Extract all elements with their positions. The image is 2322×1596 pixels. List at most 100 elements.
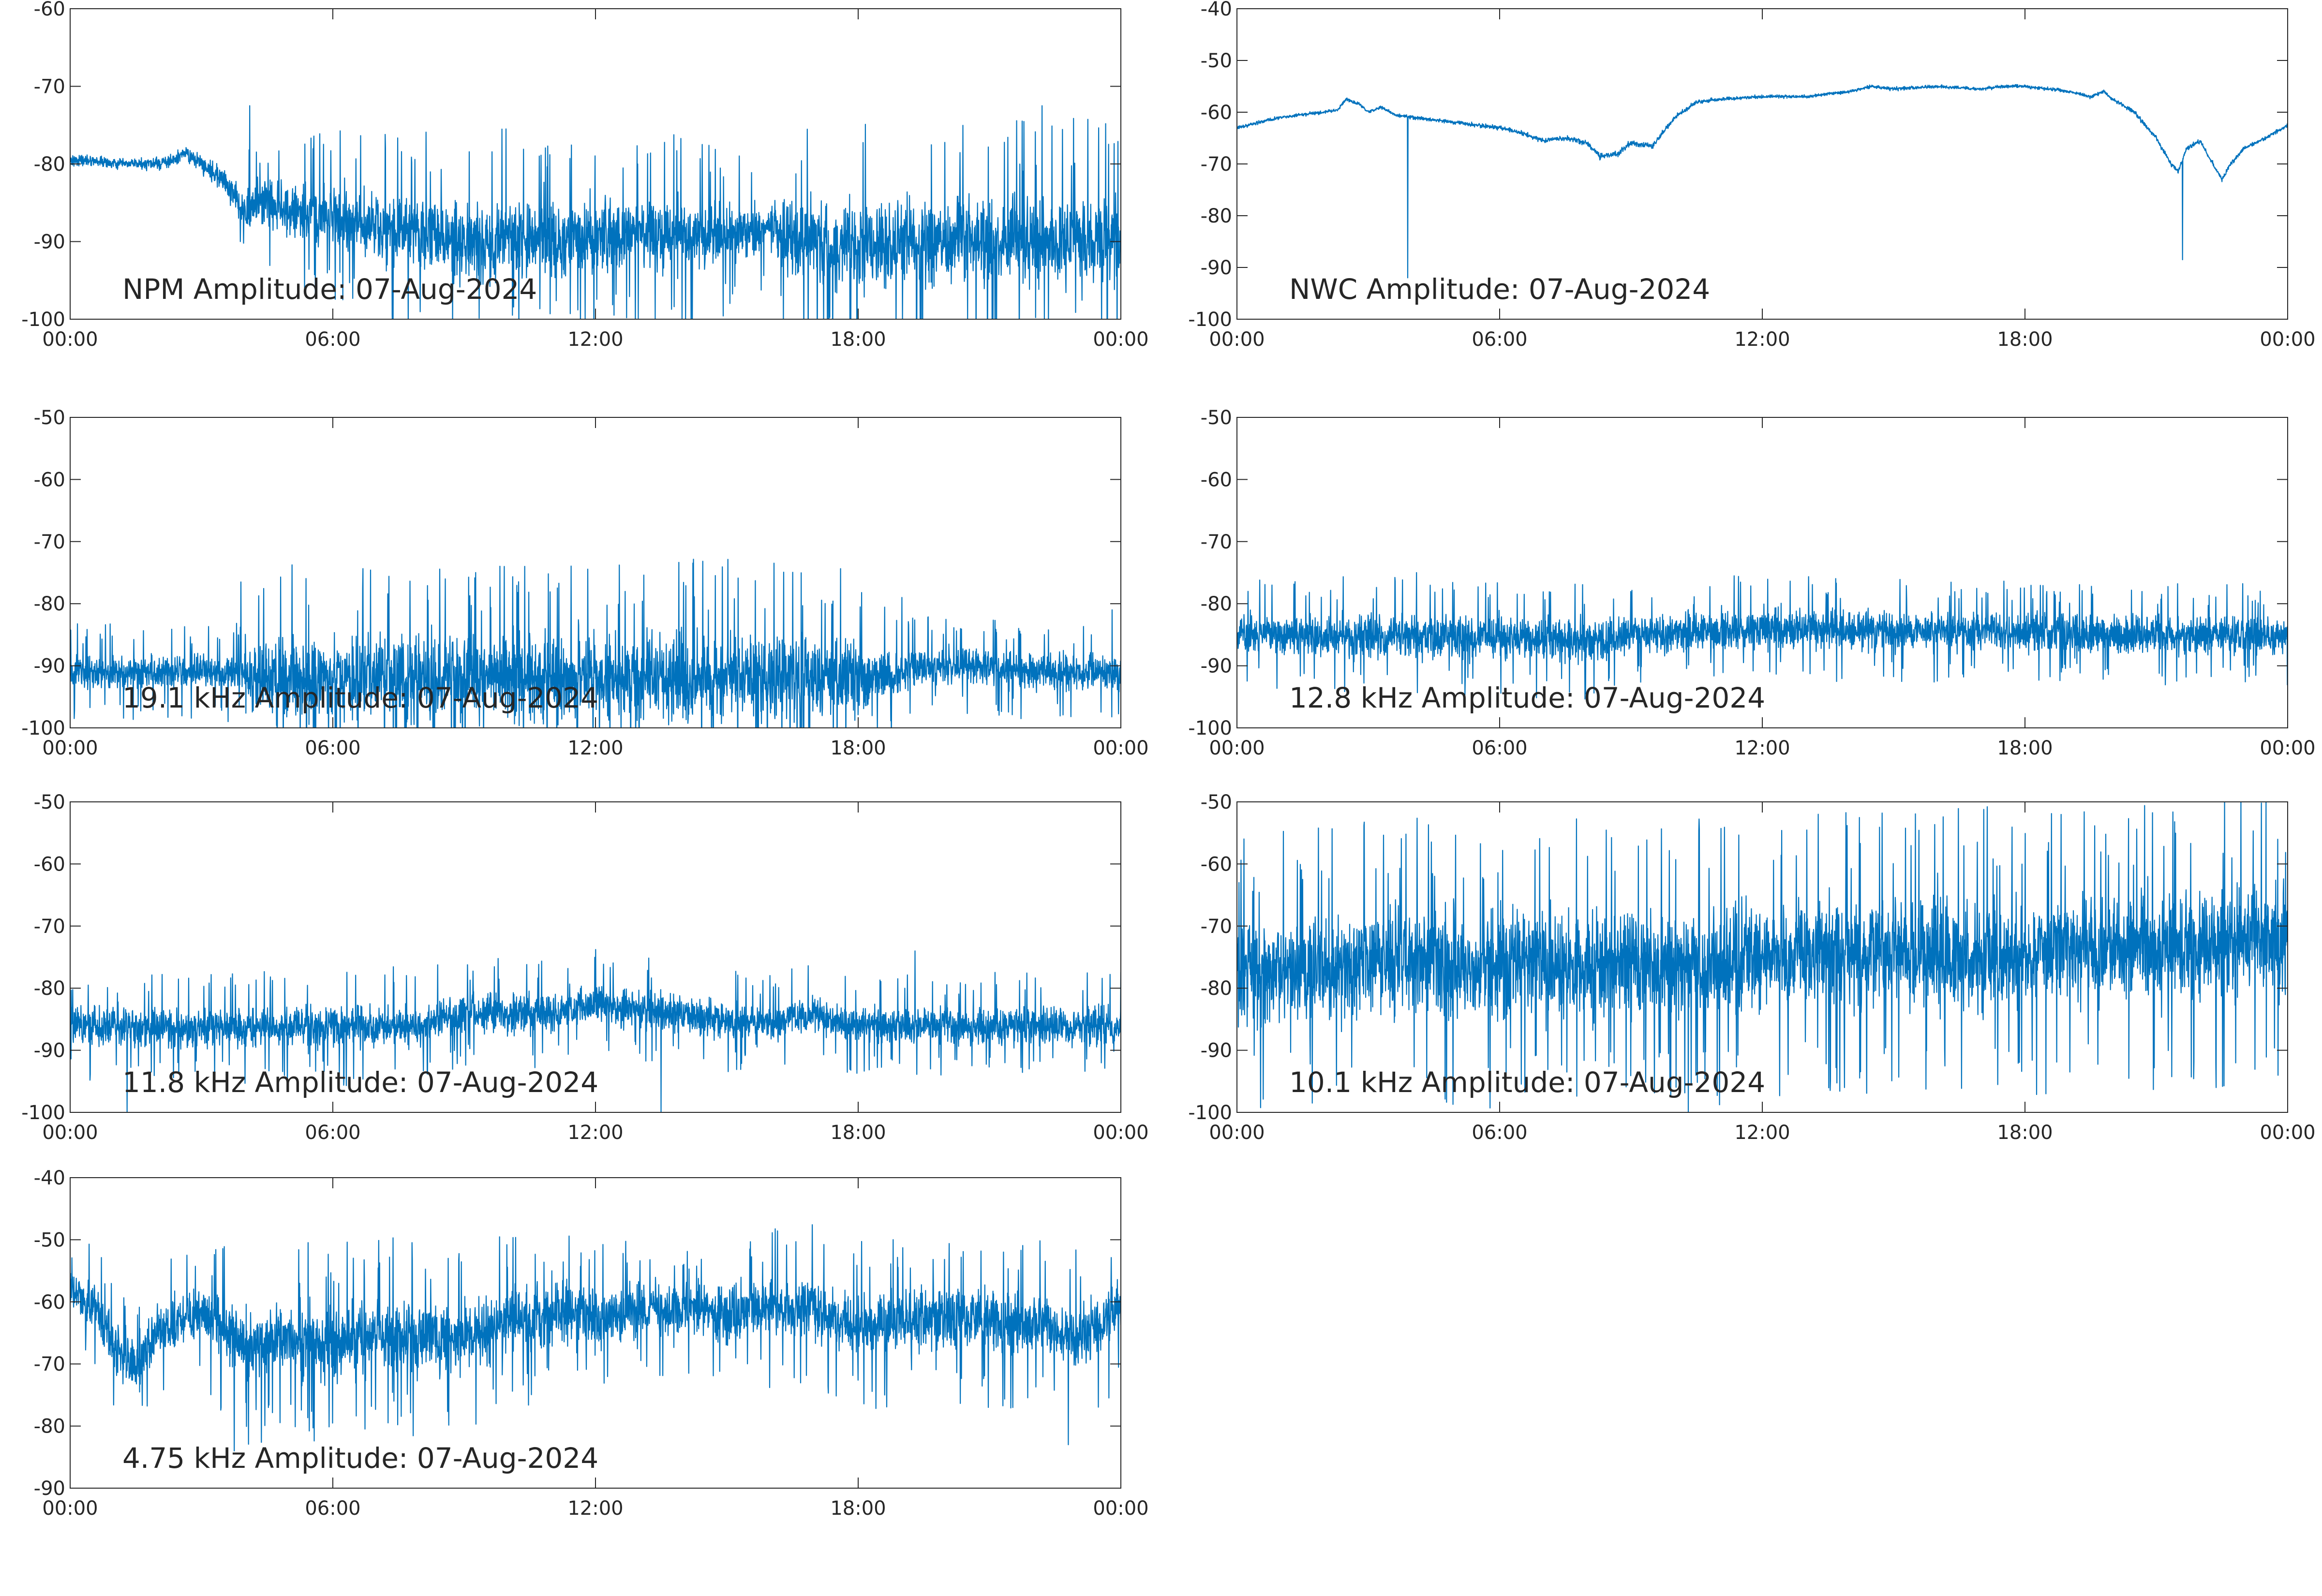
series-line: [1237, 572, 2288, 700]
x-tick-label: 18:00: [1997, 737, 2053, 759]
y-tick-label: -60: [1201, 469, 1232, 491]
y-tick-label: -100: [21, 309, 65, 331]
subplot-6: -100 -90 -80 -70 -60 -50 00:00 06:00 12:00 18:00 0…: [1188, 791, 2315, 1144]
y-tick-label: -100: [21, 1102, 65, 1124]
x-tick-label: 18:00: [1997, 1122, 2053, 1144]
panel-title: NPM Amplitude: 07-Aug-2024: [122, 273, 537, 306]
x-tick-label: 06:00: [1472, 328, 1527, 351]
x-tick-label: 18:00: [830, 328, 886, 351]
y-tick-label: -80: [34, 977, 65, 1000]
y-tick-label: -90: [34, 655, 65, 678]
y-tick-label: -50: [1201, 50, 1232, 72]
series-line: [1237, 84, 2288, 279]
y-tick-label: -80: [1201, 205, 1232, 227]
series-line: [70, 949, 1121, 1112]
series-line: [70, 105, 1121, 319]
y-tick-label: -90: [1201, 257, 1232, 279]
y-tick-label: -60: [34, 0, 65, 20]
panel-title: 12.8 kHz Amplitude: 07-Aug-2024: [1289, 681, 1765, 714]
y-tick-label: -80: [1201, 977, 1232, 1000]
x-tick-label: 00:00: [1093, 737, 1148, 759]
y-tick-label: -70: [34, 916, 65, 938]
y-tick-label: -60: [1201, 102, 1232, 124]
x-tick-label: 12:00: [1734, 737, 1790, 759]
y-tick-label: -50: [34, 1229, 65, 1251]
x-tick-label: 06:00: [1472, 1122, 1527, 1144]
x-tick-label: 06:00: [305, 1497, 360, 1520]
panel-title: 10.1 kHz Amplitude: 07-Aug-2024: [1289, 1066, 1765, 1099]
subplot-3: -100 -90 -80 -70 -60 -50 00:00 06:00 12:00 18:00 0…: [21, 407, 1148, 759]
y-tick-label: -40: [1201, 0, 1232, 20]
panel-title: 4.75 kHz Amplitude: 07-Aug-2024: [122, 1442, 598, 1475]
y-tick-label: -70: [1201, 531, 1232, 553]
x-tick-label: 00:00: [42, 1122, 98, 1144]
subplot-5: -100 -90 -80 -70 -60 -50 00:00 06:00 12:00 18:00 0…: [21, 791, 1148, 1144]
y-tick-label: -50: [34, 791, 65, 813]
panel-title: 19.1 kHz Amplitude: 07-Aug-2024: [122, 681, 598, 714]
x-tick-label: 00:00: [1209, 737, 1265, 759]
y-tick-label: -60: [34, 469, 65, 491]
x-tick-label: 12:00: [1734, 1122, 1790, 1144]
x-tick-label: 00:00: [42, 328, 98, 351]
y-tick-label: -70: [1201, 153, 1232, 176]
x-tick-label: 00:00: [1093, 1122, 1148, 1144]
y-tick-label: -100: [1188, 1102, 1232, 1124]
subplot-4: -100 -90 -80 -70 -60 -50 00:00 06:00 12:00 18:00 0…: [1188, 407, 2315, 759]
subplot-7: -90 -80 -70 -60 -50 -40 00:00 06:00 12:00 18:00 00…: [34, 1167, 1149, 1520]
x-tick-label: 00:00: [1209, 1122, 1265, 1144]
x-tick-label: 18:00: [830, 737, 886, 759]
y-tick-label: -60: [34, 853, 65, 875]
x-tick-label: 18:00: [830, 1497, 886, 1520]
y-tick-label: -100: [1188, 717, 1232, 739]
y-tick-label: -50: [1201, 407, 1232, 429]
x-tick-label: 00:00: [1209, 328, 1265, 351]
y-tick-label: -80: [1201, 593, 1232, 615]
y-tick-label: -70: [34, 76, 65, 98]
x-tick-label: 06:00: [1472, 737, 1527, 759]
subplot-grid: -100 -90 -80 -70 -60 00:00 06:00 12:00 18:00 00:0…: [21, 0, 2315, 1520]
y-tick-label: -70: [34, 1353, 65, 1375]
x-tick-label: 00:00: [1093, 1497, 1148, 1520]
y-tick-label: -80: [34, 153, 65, 176]
x-tick-label: 12:00: [567, 1122, 623, 1144]
y-tick-label: -70: [34, 531, 65, 553]
x-tick-label: 00:00: [1093, 328, 1148, 351]
y-tick-label: -90: [1201, 1040, 1232, 1062]
x-tick-label: 18:00: [1997, 328, 2053, 351]
y-tick-label: -80: [34, 1416, 65, 1438]
y-tick-label: -100: [1188, 309, 1232, 331]
y-tick-label: -90: [34, 231, 65, 253]
panel-title: 11.8 kHz Amplitude: 07-Aug-2024: [122, 1066, 598, 1099]
x-tick-label: 00:00: [42, 1497, 98, 1520]
y-tick-label: -90: [1201, 655, 1232, 678]
x-tick-label: 00:00: [2260, 737, 2315, 759]
subplot-2: -100 -90 -80 -70 -60 -50 -40 00:00 06:00 12:00 18:…: [1188, 0, 2315, 351]
x-tick-label: 00:00: [42, 737, 98, 759]
x-tick-label: 18:00: [830, 1122, 886, 1144]
y-tick-label: -60: [1201, 853, 1232, 875]
x-tick-label: 12:00: [567, 737, 623, 759]
y-tick-label: -90: [34, 1040, 65, 1062]
y-tick-label: -90: [34, 1478, 65, 1500]
x-tick-label: 06:00: [305, 1122, 360, 1144]
y-tick-label: -60: [34, 1291, 65, 1314]
y-tick-label: -50: [1201, 791, 1232, 813]
y-tick-label: -50: [34, 407, 65, 429]
x-tick-label: 00:00: [2260, 1122, 2315, 1144]
y-tick-label: -100: [21, 717, 65, 739]
y-tick-label: -40: [34, 1167, 65, 1189]
y-tick-label: -70: [1201, 916, 1232, 938]
subplot-1: -100 -90 -80 -70 -60 00:00 06:00 12:00 18:00 00:0…: [21, 0, 1148, 351]
x-tick-label: 06:00: [305, 737, 360, 759]
series-line: [70, 1224, 1121, 1452]
series-line: [70, 559, 1121, 728]
x-tick-label: 12:00: [1734, 328, 1790, 351]
x-tick-label: 12:00: [567, 328, 623, 351]
series-line: [1237, 802, 2288, 1112]
x-tick-label: 00:00: [2260, 328, 2315, 351]
x-tick-label: 06:00: [305, 328, 360, 351]
x-tick-label: 12:00: [567, 1497, 623, 1520]
panel-title: NWC Amplitude: 07-Aug-2024: [1289, 273, 1710, 306]
y-tick-label: -80: [34, 593, 65, 615]
